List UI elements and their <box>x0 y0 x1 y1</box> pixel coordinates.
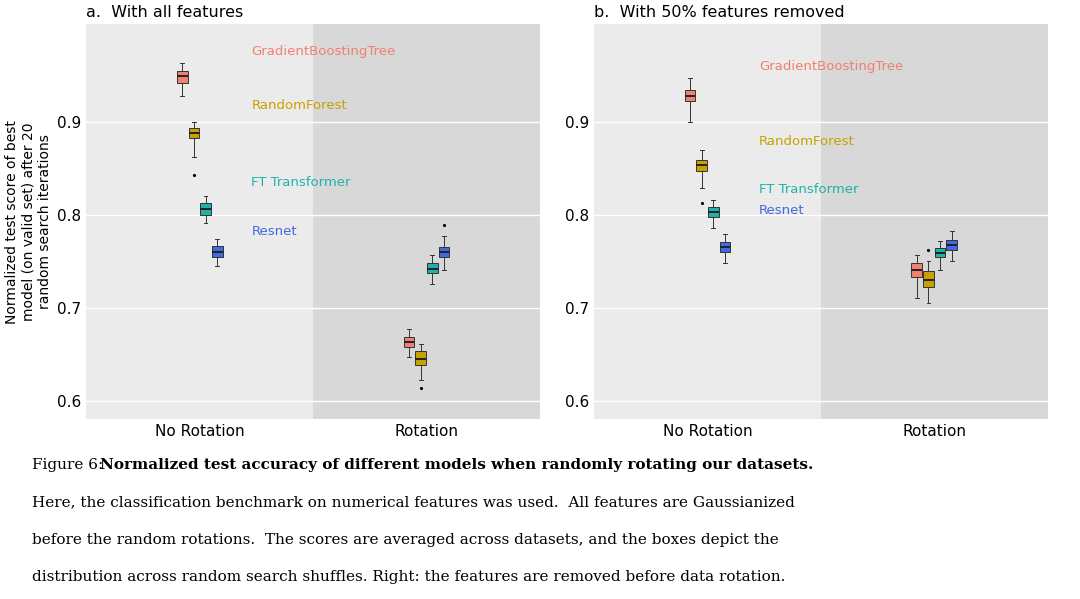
Bar <box>821 24 1048 419</box>
Bar <box>438 247 449 258</box>
Bar <box>212 246 222 258</box>
Bar <box>719 241 730 252</box>
Bar <box>912 263 922 277</box>
Text: Here, the classification benchmark on numerical features was used.  All features: Here, the classification benchmark on nu… <box>32 495 795 509</box>
Text: Resnet: Resnet <box>252 225 297 238</box>
Text: FT Transformer: FT Transformer <box>252 176 351 189</box>
Bar <box>313 24 540 419</box>
Bar <box>404 337 415 347</box>
Bar <box>189 128 200 138</box>
Text: Figure 6:: Figure 6: <box>32 458 108 472</box>
Bar <box>923 271 934 287</box>
Text: Normalized test accuracy of different models when randomly rotating our datasets: Normalized test accuracy of different mo… <box>100 458 814 472</box>
Bar <box>416 352 427 365</box>
Text: RandomForest: RandomForest <box>252 99 347 113</box>
Text: GradientBoostingTree: GradientBoostingTree <box>252 46 395 58</box>
Bar <box>685 90 696 101</box>
Bar <box>707 207 718 216</box>
Text: a.  With all features: a. With all features <box>86 5 244 20</box>
Text: RandomForest: RandomForest <box>759 135 854 148</box>
Text: FT Transformer: FT Transformer <box>759 183 859 196</box>
Bar <box>200 204 211 214</box>
Bar <box>177 71 188 83</box>
Bar <box>946 240 957 250</box>
Bar <box>934 248 945 258</box>
Bar <box>427 263 437 273</box>
Y-axis label: Normalized test score of best
model (on valid set) after 20
random search iterat: Normalized test score of best model (on … <box>5 120 52 323</box>
Text: Resnet: Resnet <box>759 204 805 216</box>
Text: b.  With 50% features removed: b. With 50% features removed <box>594 5 845 20</box>
Text: distribution across random search shuffles. Right: the features are removed befo: distribution across random search shuffl… <box>32 570 786 583</box>
Bar <box>697 160 707 171</box>
Text: GradientBoostingTree: GradientBoostingTree <box>759 60 903 73</box>
Text: before the random rotations.  The scores are averaged across datasets, and the b: before the random rotations. The scores … <box>32 533 779 546</box>
